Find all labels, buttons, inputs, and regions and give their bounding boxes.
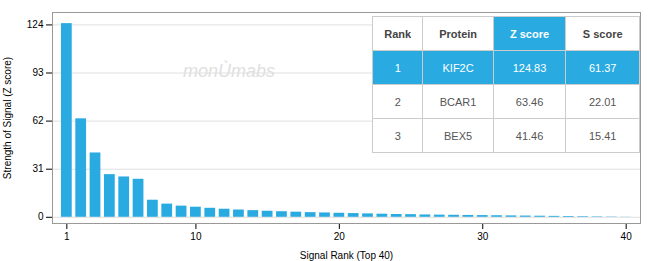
svg-text:93: 93 [32, 67, 44, 78]
html-text:BEX5: BEX5 [444, 129, 473, 142]
html-text:15.41: 15.41 [588, 129, 617, 142]
html-text:63.46: 63.46 [515, 95, 544, 108]
html-text:124.83: 124.83 [512, 61, 547, 74]
html-text:Rank: Rank [384, 27, 412, 40]
svg-text:20: 20 [334, 231, 346, 242]
html-text:BCAR1: BCAR1 [439, 95, 477, 108]
html-text:22.01: 22.01 [588, 95, 617, 108]
html-text:3: 3 [394, 129, 401, 142]
html-text:Z score: Z score [510, 27, 550, 40]
svg-text:Strength of Signal (Z score): Strength of Signal (Z score) [2, 57, 13, 179]
svg-text:monÙmabs: monÙmabs [183, 60, 275, 81]
svg-text:30: 30 [477, 231, 489, 242]
svg-text:31: 31 [32, 163, 44, 174]
html-text:1: 1 [394, 61, 401, 74]
svg-text:10: 10 [190, 231, 202, 242]
html-text:KIF2C: KIF2C [442, 61, 474, 74]
svg-text:Signal Rank (Top 40): Signal Rank (Top 40) [300, 250, 393, 261]
html-text:S score: S score [582, 27, 623, 40]
svg-text:40: 40 [621, 231, 633, 242]
html-text:61.37: 61.37 [588, 61, 617, 74]
svg-text:124: 124 [27, 19, 44, 30]
html-text:2: 2 [394, 95, 401, 108]
svg-text:1: 1 [64, 231, 70, 242]
html-text:Protein: Protein [439, 27, 477, 40]
svg-text:62: 62 [32, 115, 44, 126]
svg-text:0: 0 [38, 211, 44, 222]
html-text:41.46: 41.46 [515, 129, 544, 142]
